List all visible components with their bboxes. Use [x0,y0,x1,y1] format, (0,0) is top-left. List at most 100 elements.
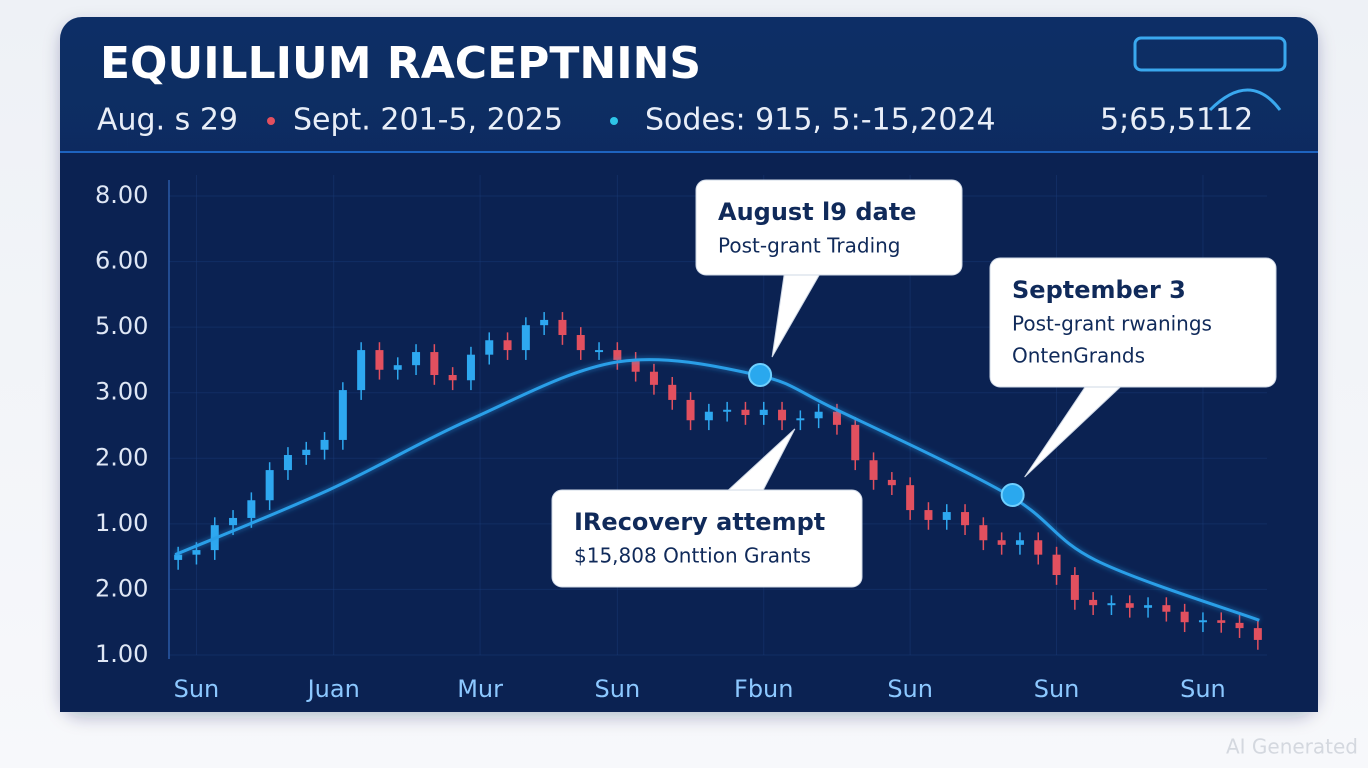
candle-body [979,525,988,541]
annotation: August l9 date Post-grant Trading [695,179,963,388]
candle-body [174,554,183,560]
candle-body [961,512,970,526]
candle-body [906,485,915,511]
candle-body [521,325,530,351]
candle-body [1015,540,1024,545]
candle-body [302,449,311,456]
y-tick-label: 2.00 [95,443,148,471]
y-tick-label: 1.00 [95,509,148,537]
annotation-text: OntenGrands [1012,344,1145,368]
y-tick-label: 5.00 [95,312,148,340]
candle-body [869,460,878,480]
candle-body [1162,605,1171,612]
candle-body [942,512,951,520]
candle-body [540,319,549,326]
candle-body [265,470,274,501]
candle-body [1052,554,1061,576]
annotation-text: $15,808 Onttion Grants [574,544,811,568]
y-tick-label: 1.00 [95,640,148,668]
candle-body [576,335,585,351]
plot-background [60,153,1318,712]
candle-body [723,409,732,412]
annotation: IRecovery attempt $15,808 Onttion Grants [551,428,863,588]
y-tick-label: 8.00 [95,181,148,209]
candle-body [796,418,805,421]
separator-dot [267,117,275,125]
candle-body [466,354,475,381]
annotation-title: September 3 [1012,276,1186,304]
candle-body [649,371,658,385]
candle-body [997,540,1006,545]
candle-body [1253,628,1262,640]
candle-body [668,384,677,400]
candle-body [759,409,768,416]
x-tick-label: Sun [174,675,220,703]
candle-body [1144,605,1153,608]
x-tick-label: Sun [1180,675,1226,703]
candle-body [851,424,860,461]
candle-body [338,390,347,440]
annotation-marker [1000,483,1025,508]
header-icon [1208,88,1282,112]
x-tick-label: Sun [1034,675,1080,703]
x-tick-label: Fbun [734,675,793,703]
header-value: 5;65,5112 [1100,103,1253,138]
candle-body [503,340,512,351]
candle-body [686,399,695,421]
candle-body [412,352,421,366]
header-icon [1133,36,1287,72]
x-tick-label: Mur [457,675,503,703]
candle-body [778,409,787,421]
candle-body [613,350,622,360]
candle-body [357,350,366,391]
candle-body [283,455,292,471]
annotation-text: Post-grant Trading [718,234,901,258]
y-tick-label: 2.00 [95,574,148,602]
x-tick-label: Sun [595,675,641,703]
candle-body [704,411,713,421]
subtitle: Sept. 201-5, 2025 [293,103,563,138]
candle-body [247,500,256,518]
candles [174,312,1262,650]
annotation: September 3 Post-grant rwanings OntenGrand… [989,257,1277,508]
candle-body [1125,603,1134,608]
plot: 8.00 6.00 5.00 3.00 2.00 1.00 2.00 1.00 Sun Juan M… [95,175,1277,703]
candle-body [430,352,439,376]
annotation-box [989,257,1277,388]
candle-body [741,409,750,416]
candle-body [558,319,567,336]
candle-body [832,411,841,425]
candle-body [1107,603,1116,606]
candle-body [887,479,896,486]
candle-body [448,375,457,381]
candle-body [1235,622,1244,629]
candle-body [1034,540,1043,555]
watermark: AI Generated [1226,735,1358,759]
candle-body [1070,575,1079,600]
candle-body [1198,620,1207,623]
subtitle: Sodes: 915, 5:-15,2024 [645,103,996,138]
annotation-text: Post-grant rwanings [1012,312,1212,336]
annotation-title: August l9 date [718,198,916,226]
candle-body [1089,599,1098,606]
candle-body [1180,611,1189,623]
candle-body [631,359,640,372]
candle-body [192,550,201,555]
candle-body [393,365,402,370]
candle-body [595,350,604,353]
candle-body [375,350,384,370]
annotation-box [551,489,863,588]
candle-body [485,340,494,355]
annotation-box [695,179,963,276]
annotation-title: IRecovery attempt [574,508,825,536]
chart-title: EQUILLIUM RACEPTNINS [100,38,701,89]
separator-dot [610,117,618,125]
y-tick-label: 6.00 [95,247,148,275]
candle-body [320,439,329,450]
y-tick-label: 3.00 [95,378,148,406]
x-tick-label: Juan [306,675,360,703]
candle-body [814,411,823,419]
candle-body [1217,620,1226,623]
